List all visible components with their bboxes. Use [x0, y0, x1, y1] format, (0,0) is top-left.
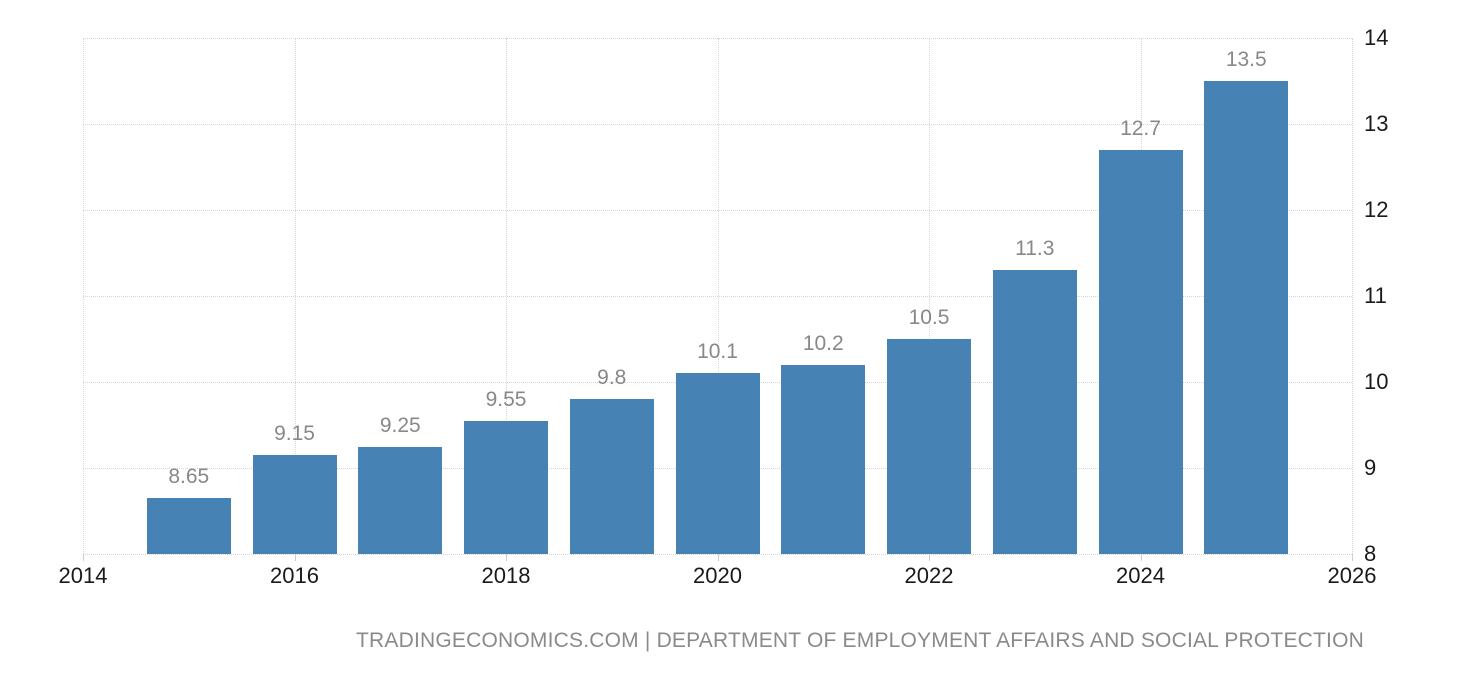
- bar-value-label: 9.15: [274, 422, 315, 446]
- bar-value-label: 10.5: [908, 306, 950, 329]
- x-axis-tick: [83, 554, 84, 561]
- bar-value-label: 10.1: [697, 340, 738, 364]
- x-axis-tick-label: 2022: [904, 563, 954, 588]
- x-axis-tick-label: 2026: [1327, 563, 1377, 588]
- x-axis-tick-label: 2016: [270, 563, 319, 588]
- bar[interactable]: [146, 498, 231, 554]
- x-axis-tick-label: 2020: [693, 563, 742, 588]
- x-axis-tick: [929, 554, 930, 561]
- bar-value-label: 9.25: [379, 413, 421, 437]
- x-axis-tick: [1140, 554, 1142, 561]
- gridline-vertical: [294, 38, 296, 554]
- bar[interactable]: [675, 373, 760, 554]
- bar-value-label: 13.5: [1225, 48, 1267, 71]
- x-axis-tick-label: 2024: [1116, 563, 1165, 588]
- bar-value-label: 10.2: [802, 331, 844, 355]
- attribution-text: TRADINGECONOMICS.COM | DEPARTMENT OF EMP…: [356, 629, 1364, 652]
- bar-value-label: 9.55: [485, 387, 527, 411]
- gridline-vertical: [717, 38, 719, 554]
- bar-value-label: 8.65: [168, 465, 210, 489]
- x-axis-tick-label: 2018: [481, 563, 531, 588]
- bar[interactable]: [1098, 149, 1183, 554]
- y-axis-tick-label: 14: [1364, 25, 1389, 50]
- bar[interactable]: [569, 399, 654, 554]
- bar[interactable]: [887, 339, 971, 554]
- x-axis-tick: [294, 554, 296, 561]
- bar-value-label: 12.7: [1120, 116, 1161, 140]
- x-axis-tick-label: 2014: [58, 563, 108, 588]
- gridline-vertical: [83, 38, 84, 554]
- bar[interactable]: [992, 270, 1077, 554]
- bar[interactable]: [464, 420, 548, 554]
- y-axis-tick-label: 13: [1364, 111, 1389, 136]
- bar[interactable]: [252, 455, 337, 554]
- x-axis-tick: [506, 554, 507, 561]
- bar[interactable]: [781, 364, 866, 554]
- y-axis-tick-label: 8: [1364, 541, 1377, 566]
- y-axis-tick-label: 9: [1364, 455, 1377, 480]
- gridline-vertical: [1352, 38, 1353, 554]
- bar[interactable]: [1204, 81, 1289, 554]
- x-axis-tick: [717, 554, 719, 561]
- y-axis-tick-label: 10: [1364, 369, 1389, 394]
- gridline-vertical: [929, 38, 930, 554]
- y-axis-tick-label: 12: [1364, 197, 1389, 222]
- gridline-vertical: [506, 38, 507, 554]
- bar-value-label: 9.8: [597, 366, 627, 390]
- y-axis-tick-label: 11: [1364, 283, 1387, 308]
- bar[interactable]: [358, 446, 443, 554]
- bar-value-label: 11.3: [1015, 237, 1055, 261]
- x-axis-tick: [1352, 554, 1353, 561]
